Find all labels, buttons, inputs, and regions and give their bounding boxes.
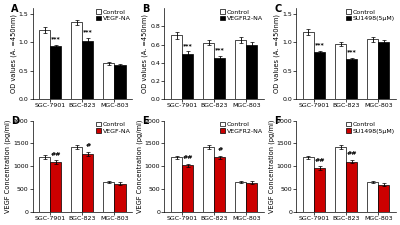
Bar — [235, 40, 246, 99]
Text: ***: *** — [347, 49, 357, 54]
Text: ##: ## — [182, 155, 193, 160]
Text: D: D — [11, 116, 19, 126]
Bar — [214, 158, 226, 212]
Bar — [314, 52, 325, 99]
Bar — [82, 40, 94, 99]
Bar — [171, 158, 182, 212]
Text: #: # — [85, 143, 90, 148]
Bar — [346, 162, 357, 212]
Text: ***: *** — [183, 43, 193, 48]
Y-axis label: VEGF Concentration (pg/ml): VEGF Concentration (pg/ml) — [268, 119, 274, 213]
Text: #: # — [217, 147, 222, 152]
Bar — [182, 165, 193, 212]
Bar — [378, 42, 390, 99]
Bar — [171, 35, 182, 99]
Text: ##: ## — [314, 158, 325, 163]
Bar — [235, 182, 246, 212]
Bar — [71, 147, 82, 212]
Bar — [50, 162, 62, 212]
Text: A: A — [11, 4, 18, 13]
Legend: Control, VEGFR2-NA: Control, VEGFR2-NA — [219, 9, 263, 22]
Bar — [303, 158, 314, 212]
Text: E: E — [143, 116, 149, 126]
Text: B: B — [143, 4, 150, 13]
Bar — [246, 45, 258, 99]
Text: ##: ## — [346, 151, 357, 156]
Bar — [367, 39, 378, 99]
Bar — [50, 46, 62, 99]
Bar — [39, 157, 50, 212]
Legend: Control, SU1498(5μM): Control, SU1498(5μM) — [345, 121, 395, 134]
Bar — [203, 146, 214, 212]
Legend: Control, SU1498(5μM): Control, SU1498(5μM) — [345, 9, 395, 22]
Text: ***: *** — [51, 36, 61, 41]
Text: C: C — [274, 4, 282, 13]
Y-axis label: VEGF Concentration (pg/ml): VEGF Concentration (pg/ml) — [136, 119, 143, 213]
Bar — [346, 59, 357, 99]
Bar — [246, 182, 258, 212]
Bar — [367, 182, 378, 212]
Legend: Control, VEGFR2-NA: Control, VEGFR2-NA — [219, 121, 263, 134]
Bar — [303, 32, 314, 99]
Bar — [335, 44, 346, 99]
Bar — [182, 54, 193, 99]
Bar — [203, 43, 214, 99]
Bar — [71, 22, 82, 99]
Text: ***: *** — [315, 42, 324, 47]
Bar — [214, 58, 226, 99]
Bar — [103, 63, 114, 99]
Y-axis label: OD values (A. =450nm): OD values (A. =450nm) — [10, 14, 16, 93]
Bar — [82, 154, 94, 212]
Text: ***: *** — [215, 47, 225, 52]
Legend: Control, VEGF-NA: Control, VEGF-NA — [95, 9, 131, 22]
Text: ***: *** — [83, 30, 93, 35]
Bar — [114, 184, 126, 212]
Bar — [103, 182, 114, 212]
Y-axis label: OD values (A. =450nm): OD values (A. =450nm) — [142, 14, 148, 93]
Bar — [114, 65, 126, 99]
Legend: Control, VEGF-NA: Control, VEGF-NA — [95, 121, 131, 134]
Y-axis label: VEGF Concentration (pg/ml): VEGF Concentration (pg/ml) — [4, 119, 11, 213]
Bar — [39, 30, 50, 99]
Bar — [314, 168, 325, 212]
Bar — [335, 146, 346, 212]
Text: ##: ## — [50, 152, 61, 157]
Bar — [378, 185, 390, 212]
Y-axis label: OD values (A. =450nm): OD values (A. =450nm) — [274, 14, 280, 93]
Text: F: F — [274, 116, 281, 126]
